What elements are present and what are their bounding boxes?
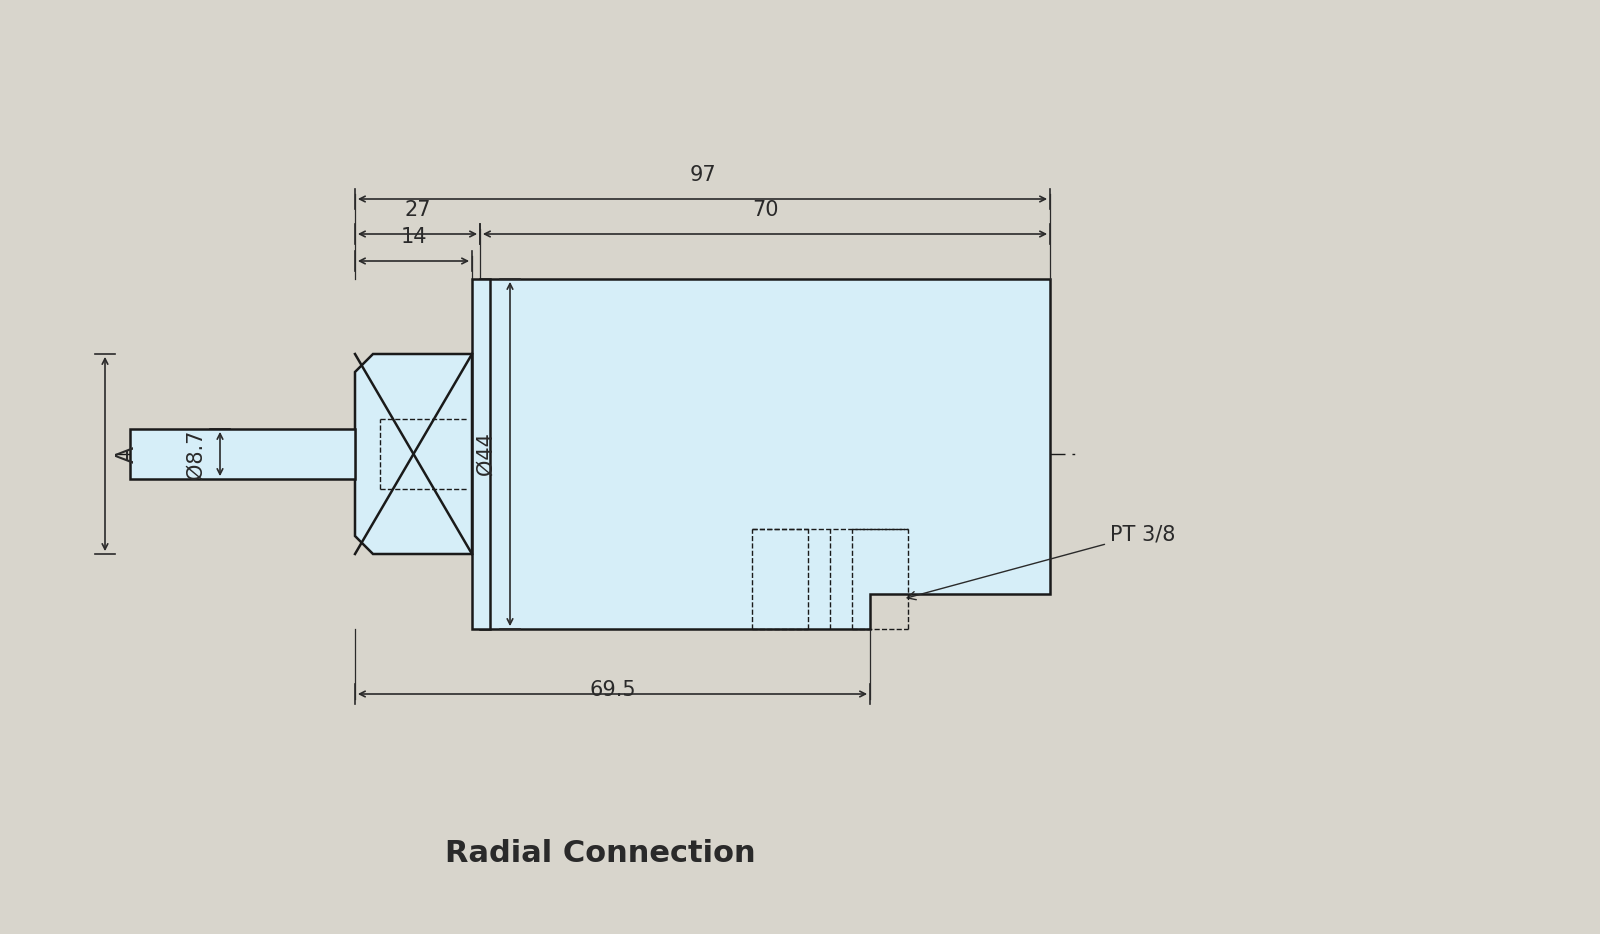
Text: A: A <box>115 446 139 462</box>
Polygon shape <box>130 429 355 479</box>
Polygon shape <box>355 354 472 554</box>
Text: 69.5: 69.5 <box>589 680 635 700</box>
Polygon shape <box>480 279 1050 629</box>
Text: Radial Connection: Radial Connection <box>445 840 755 869</box>
Text: 70: 70 <box>752 200 778 220</box>
Text: Ø44: Ø44 <box>477 432 496 475</box>
Polygon shape <box>472 279 490 629</box>
Text: 97: 97 <box>690 165 715 185</box>
Text: Ø8.7: Ø8.7 <box>186 430 206 479</box>
Text: 27: 27 <box>405 200 430 220</box>
Text: 14: 14 <box>400 227 427 247</box>
Text: PT 3/8: PT 3/8 <box>907 524 1176 600</box>
